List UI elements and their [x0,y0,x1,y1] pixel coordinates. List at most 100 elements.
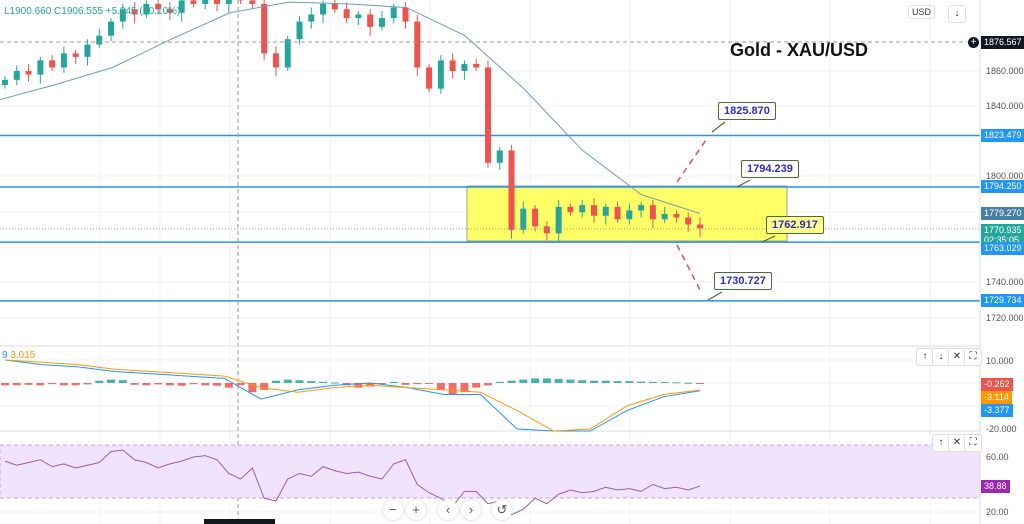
macd-histogram-bar [507,380,516,383]
macd-pane [1,359,704,432]
macd-histogram-bar [213,383,222,386]
price-axis[interactable]: 1860.000 1840.000 1800.000 1740.000 1720… [986,66,1024,517]
macd-legend-value: 9 [2,350,8,361]
candle-body [532,208,539,227]
macd-histogram-bar [389,381,398,383]
macd-histogram-bar [36,383,45,386]
macd-histogram-bar [377,383,386,385]
candle-body [508,150,515,230]
macd-legend: 9 3.015 [2,350,35,361]
rsi-value-label: 38.88 [981,480,1010,493]
time-label [204,519,275,524]
macd-histogram-bar [24,383,33,385]
candle-body [673,213,680,218]
candle-body [166,9,173,13]
maximize-icon[interactable]: ⛶ [964,348,982,366]
macd-histogram-bar [531,378,540,383]
candle-body [602,206,609,216]
candle-body [261,3,268,54]
macd-histogram-bar [554,378,563,383]
macd-tick: 10.000 [986,356,1014,366]
macd-histogram-bar [495,381,504,383]
candle-body [155,3,162,10]
macd-histogram-bar [401,383,410,385]
scroll-right-button[interactable]: › [461,500,481,520]
price-tick: 1740.000 [986,277,1024,287]
candle-body [37,60,44,75]
candle-body [579,205,586,213]
currency-button[interactable]: USD [908,5,936,19]
candle-body [697,224,703,229]
last-price: 1770.935 [984,225,1022,235]
macd-histogram-bar [283,379,292,383]
candle-body [649,205,656,220]
ma-price-label: 1779.270 [981,207,1024,220]
macd-histogram-bar [319,381,328,383]
move-down-icon[interactable]: ↓ [948,5,966,23]
rsi-line [4,449,701,516]
macd-histogram-bar [95,380,104,383]
candle-body [473,63,480,68]
macd-histogram-bar [107,379,116,383]
rsi-tick: 60.00 [986,452,1009,462]
candle-body [202,0,209,4]
candle-body [590,205,597,216]
macd-signal-line [4,359,701,432]
resistance-1-label: 1823.479 [981,129,1024,142]
candle-body [2,79,8,86]
price-tick: 1860.000 [986,66,1024,76]
candle-body [249,0,256,4]
price-tick: 1840.000 [986,101,1024,111]
candle-body [402,7,409,22]
candle-body [272,53,279,68]
candle-body [484,67,491,163]
candle-body [25,71,32,75]
macd-histogram-bar [460,383,469,393]
macd-histogram-bar [177,383,186,386]
macd-histogram-bar [648,381,657,383]
macd-histogram-bar [1,383,9,386]
macd-histogram-bar [613,381,622,383]
candle-body [626,210,633,220]
candle-body [84,44,91,57]
zoom-in-button[interactable]: + [406,500,426,520]
macd-histogram-bar [448,383,457,395]
add-alert-icon[interactable]: + [967,36,980,49]
macd-histogram-bar [130,383,139,385]
price-tick: 1720.000 [986,313,1024,323]
candle-body [414,21,421,68]
zoom-out-button[interactable]: − [383,500,403,520]
macd-histogram-bar [236,383,245,386]
macd-histogram-bar [413,383,422,385]
macd-histogram-bar [542,378,551,383]
candle-body [390,7,397,19]
macd-histogram-bar [271,380,280,383]
scroll-left-button[interactable]: ‹ [438,500,458,520]
crosshair-price-label: 1876.567 [981,36,1024,49]
macd-tick: -20.000 [986,424,1017,434]
candle-body [437,60,444,89]
candle-body [685,217,692,225]
macd-histogram-bar [12,383,21,386]
macd-histogram-bar [578,380,587,383]
macd-histogram-bar [154,383,163,385]
candle-body [308,14,315,22]
candle-body [131,9,138,15]
macd-histogram-bar [566,379,575,383]
candle-body [555,206,562,234]
candle-body [96,35,103,45]
maximize-icon[interactable]: ⛶ [964,434,982,452]
support-1-label: 1763.029 [981,242,1024,255]
candle-body [567,206,574,213]
target-callout-2: 1794.239 [741,160,799,178]
reset-chart-button[interactable]: ↺ [492,500,512,520]
candle-body [343,9,350,19]
candle-body [225,0,232,4]
candle-body [60,53,67,68]
candle-body [367,14,374,27]
rsi-tick: 20.00 [986,507,1009,517]
macd-histogram-bar [684,382,693,384]
macd-line [4,359,701,432]
target-callout-3: 1762.917 [766,216,824,234]
